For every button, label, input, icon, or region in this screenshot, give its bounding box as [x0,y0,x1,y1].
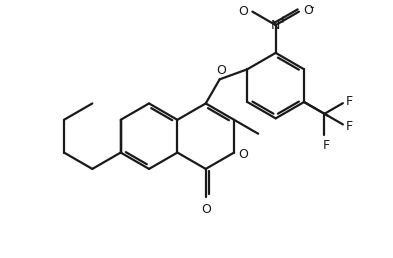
Text: F: F [323,139,330,152]
Text: F: F [345,95,353,108]
Text: F: F [345,119,353,133]
Text: O: O [239,5,248,18]
Text: O: O [201,203,211,216]
Text: -: - [309,1,314,14]
Text: +: + [277,15,286,25]
Text: O: O [238,148,248,161]
Text: O: O [303,4,313,17]
Text: O: O [216,64,226,77]
Text: N: N [271,19,280,31]
